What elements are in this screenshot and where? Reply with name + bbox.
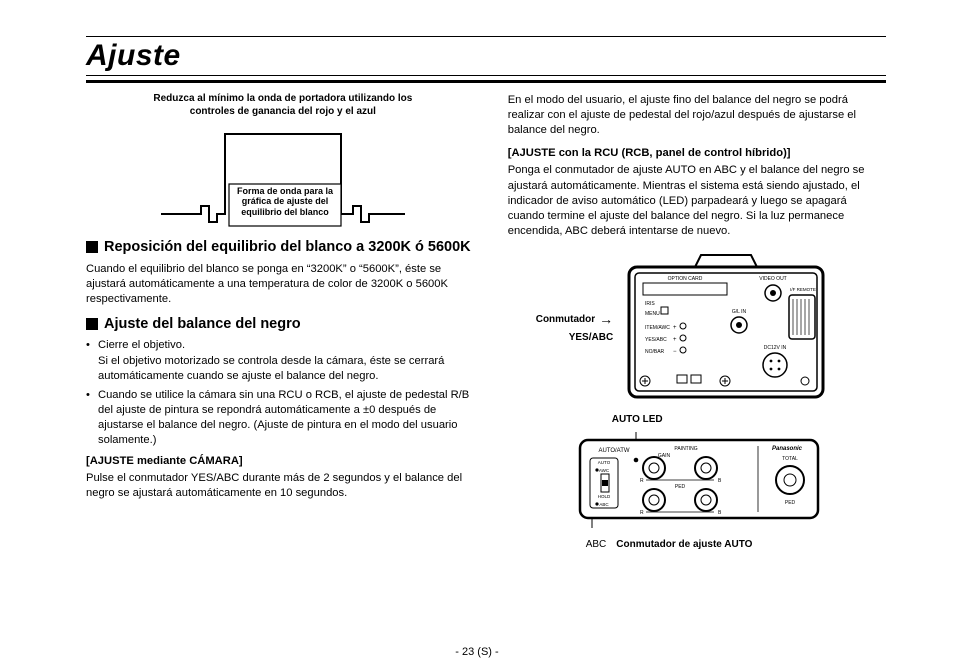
control-panel-figure: AUTO/ATW PAINTING GAIN Panasonic R B AUT… <box>574 432 886 533</box>
svg-text:TOTAL: TOTAL <box>782 456 798 462</box>
svg-text:Panasonic: Panasonic <box>772 446 803 452</box>
svg-text:AUTO/ATW: AUTO/ATW <box>598 448 629 454</box>
auto-led-label: AUTO LED <box>612 413 886 427</box>
svg-text:MENU: MENU <box>645 311 660 317</box>
svg-text:I/F REMOTE: I/F REMOTE <box>790 287 816 292</box>
svg-text:AWC: AWC <box>599 468 610 473</box>
page-number: - 23 (S) - <box>0 646 954 658</box>
camera-adjust-paragraph: Pulse el conmutador YES/ABC durante más … <box>86 471 480 501</box>
two-column-layout: Reduzca al mínimo la onda de portadora u… <box>86 93 886 551</box>
svg-text:PED: PED <box>785 500 796 506</box>
title-rule: Ajuste <box>86 36 886 83</box>
auto-switch-label: Conmutador de ajuste AUTO <box>616 538 752 552</box>
list-item: •Cuando se utilice la cámara sin una RCU… <box>86 388 480 448</box>
abc-label: ABC <box>586 538 607 552</box>
section-title-bb: Ajuste del balance del negro <box>104 315 301 335</box>
page-title: Ajuste <box>86 39 886 73</box>
yes-abc-label-line2: YES/ABC <box>569 332 613 343</box>
figure1-caption: Reduzca al mínimo la onda de portadora u… <box>138 93 428 118</box>
square-bullet-icon <box>86 318 98 330</box>
section-white-balance-reset: Reposición del equilibrio del blanco a 3… <box>86 238 480 258</box>
section-black-balance: Ajuste del balance del negro <box>86 315 480 335</box>
svg-text:+: + <box>673 325 677 331</box>
svg-text:−: − <box>673 349 677 355</box>
subheading-rcu: [AJUSTE con la RCU (RCB, panel de contro… <box>508 146 886 161</box>
svg-text:DC12V IN: DC12V IN <box>764 345 787 351</box>
svg-text:ITEM/AWC: ITEM/AWC <box>645 325 670 331</box>
svg-text:G/L IN: G/L IN <box>732 309 747 315</box>
right-column: En el modo del usuario, el ajuste fino d… <box>508 93 886 551</box>
yes-abc-label-line1: Conmutador <box>536 314 595 325</box>
svg-text:PAINTING: PAINTING <box>674 446 697 452</box>
svg-text:AUTO: AUTO <box>598 460 611 465</box>
black-balance-list: •Cierre el objetivo. Si el objetivo moto… <box>86 338 480 448</box>
yes-abc-label: Conmutador → YES/ABC <box>536 312 613 343</box>
list-text-1: Cierre el objetivo. Si el objetivo motor… <box>98 338 480 383</box>
abc-label-row: ABC Conmutador de ajuste AUTO <box>586 538 886 552</box>
svg-text:ABC: ABC <box>599 502 609 507</box>
arrow-right-icon: → <box>599 312 613 326</box>
list-text-2: Cuando se utilice la cámara sin una RCU … <box>98 388 480 448</box>
fig1-sub-line3: equilibrio del blanco <box>241 207 329 217</box>
waveform-figure: Forma de onda para la gráfica de ajuste … <box>143 122 423 232</box>
svg-text:IRIS: IRIS <box>645 301 655 307</box>
svg-text:R: R <box>640 510 644 516</box>
rcu-paragraph: Ponga el conmutador de ajuste AUTO en AB… <box>508 163 886 239</box>
svg-text:R: R <box>640 478 644 484</box>
user-mode-paragraph: En el modo del usuario, el ajuste fino d… <box>508 93 886 138</box>
svg-text:HOLD: HOLD <box>597 494 610 499</box>
subheading-camera: [AJUSTE mediante CÁMARA] <box>86 454 480 469</box>
panel-optioncard: OPTION CARD <box>668 276 703 282</box>
left-column: Reduzca al mínimo la onda de portadora u… <box>86 93 480 551</box>
svg-text:+: + <box>673 337 677 343</box>
section-title-wb: Reposición del equilibrio del blanco a 3… <box>104 238 471 258</box>
svg-text:YES/ABC: YES/ABC <box>645 337 667 343</box>
wb-paragraph: Cuando el equilibrio del blanco se ponga… <box>86 262 480 307</box>
list-item: •Cierre el objetivo. Si el objetivo moto… <box>86 338 480 383</box>
camera-back-panel-diagram: OPTION CARD VIDEO OUT I/F REMOTE IRIS ME… <box>621 253 831 403</box>
fig1-sub-line1: Forma de onda para la <box>237 186 333 196</box>
svg-text:VIDEO OUT: VIDEO OUT <box>759 276 787 282</box>
square-bullet-icon <box>86 241 98 253</box>
svg-text:NO/BAR: NO/BAR <box>645 349 665 355</box>
back-panel-figure-row: Conmutador → YES/ABC OPTION CARD VIDEO O… <box>536 253 886 403</box>
fig1-sub-line2: gráfica de ajuste del <box>242 196 329 206</box>
svg-text:PED: PED <box>675 484 686 490</box>
